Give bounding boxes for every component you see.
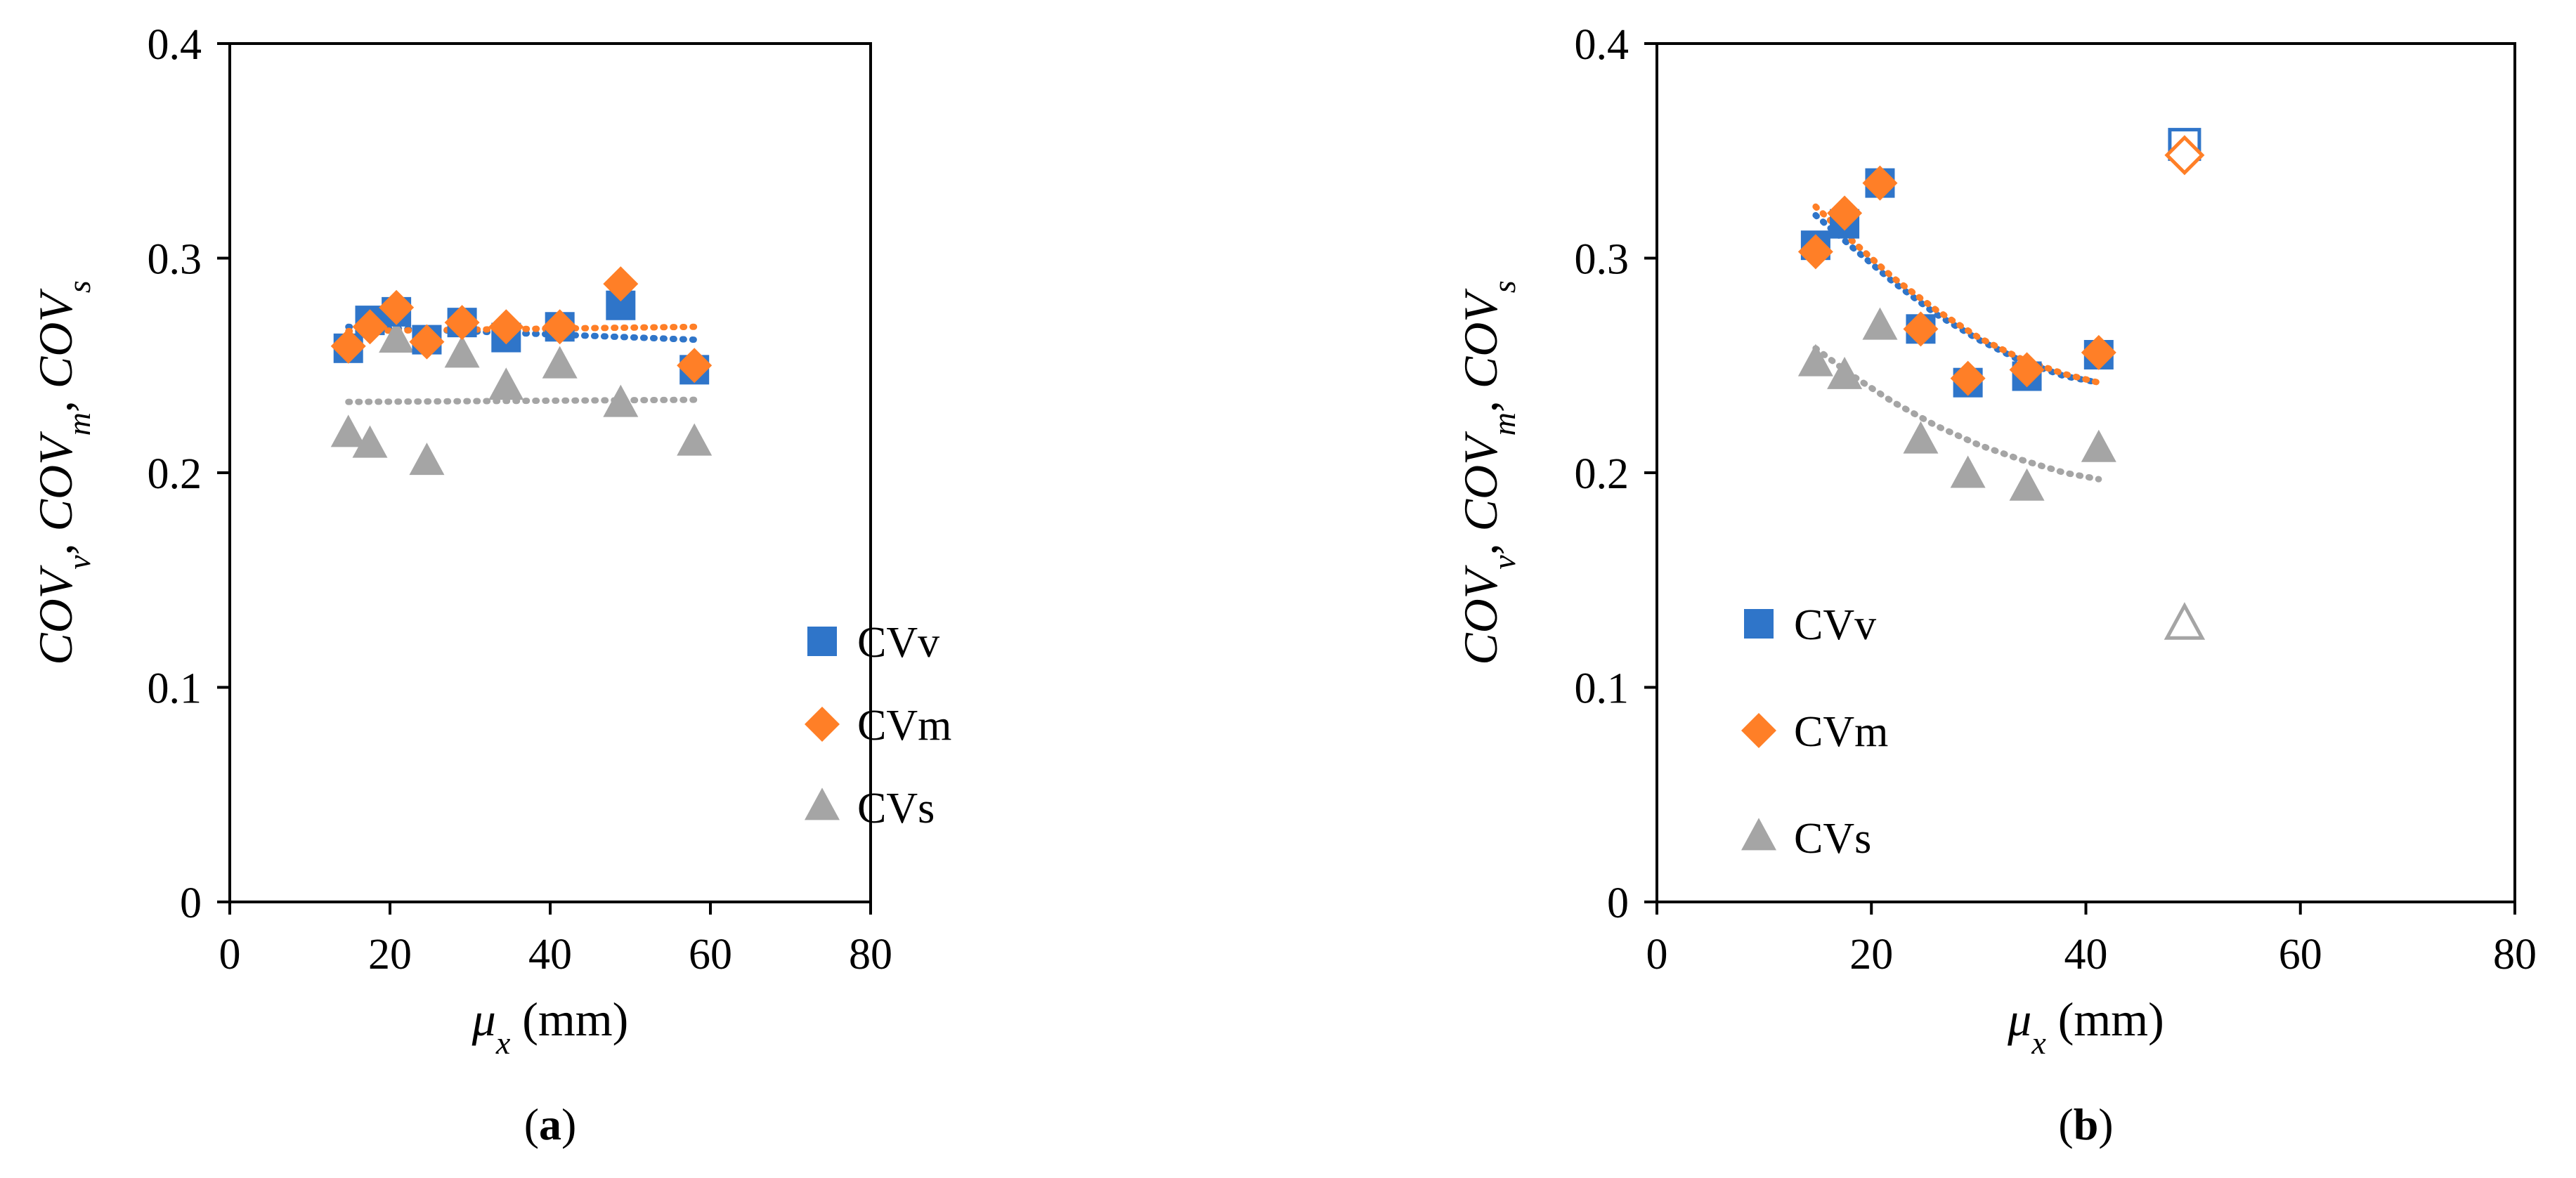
legend-marker-cvv [807,627,837,656]
data-point-cvm [444,305,480,341]
legend-marker-cvs [1741,818,1776,851]
data-point-cvm [542,309,578,345]
y-tick-label: 0.4 [1575,21,1629,69]
legend-label-cvv: CVv [857,619,939,667]
data-point-cvs [2081,429,2116,462]
x-axis-label: μx (mm) [471,993,629,1061]
legend-label-cvv: CVv [1794,601,1876,649]
data-point-cvs [2009,468,2045,501]
data-point-cvm [1827,195,1863,231]
legend-marker-cvm [805,707,840,742]
data-point-cvm [2009,352,2045,388]
panel-b: 0 20 40 60 80 0 0.1 0.2 0.3 0.4 μx (mm) COVv, COVm,… [1454,21,2537,1149]
x-tick-label: 0 [1646,931,1668,979]
data-point-cvs [488,367,524,400]
data-point-cvm [1950,360,1986,396]
legend-marker-cvs [805,787,840,820]
legend-marker-cvm [1741,713,1776,748]
data-point-cvs [330,414,366,447]
y-tick-label: 0.2 [148,450,202,498]
x-tick-label: 60 [689,931,732,979]
y-tick-label: 0 [1607,879,1629,927]
data-point-cvm [379,289,415,325]
data-point-cvs [1903,421,1939,454]
data-point-cvs [409,443,445,476]
y-tick-label: 0.4 [148,21,202,69]
trendline-cvm [345,323,698,334]
x-tick-label: 80 [849,931,892,979]
legend: CVv CVm CVs [805,619,951,832]
data-point-cvs [444,335,480,368]
data-point-cvs [2164,602,2206,640]
legend-label-cvm: CVm [1794,708,1888,756]
y-tick-label: 0.2 [1575,450,1629,498]
legend-label-cvm: CVm [857,702,951,750]
x-tick-label: 80 [2493,931,2537,979]
data-point-cvm [677,348,713,384]
x-tick-label: 0 [219,931,241,979]
data-point-cvs [603,384,639,417]
data-point-cvm [2164,135,2205,176]
panel-a: 0 20 40 60 80 0 0.1 0.2 0.3 0.4 μx (mm) COVv, COVm,… [29,21,951,1149]
data-point-cvs [1950,455,1986,488]
legend-label-cvs: CVs [1794,815,1871,863]
data-point-cvs [1827,356,1863,389]
data-point-cvs [677,423,713,456]
legend-label-cvs: CVs [857,785,935,832]
trendline-cvs [1812,345,2102,483]
y-tick-label: 0 [180,879,202,927]
plot-area-frame [228,42,872,903]
data-point-cvm [1903,311,1939,347]
y-tick-label: 0.3 [1575,236,1629,284]
data-point-cvm [409,324,445,360]
data-point-cvs [542,346,578,379]
x-tick-label: 20 [368,931,412,979]
y-axis-label: COVv, COVm, COVs [29,280,97,665]
data-point-cvm [352,309,388,345]
y-tick-label: 0.1 [1575,665,1629,713]
trendline-cvv [1812,211,2102,386]
panel-label: (a) [524,1099,577,1149]
y-axis-label: COVv, COVm, COVs [1454,280,1522,665]
legend: CVv CVm CVs [1741,601,1888,863]
data-point-cvs [379,320,415,353]
data-point-cvs [352,425,388,458]
data-point-cvs [1797,343,1833,377]
data-point-cvm [603,266,639,302]
trendline-cvs [345,396,698,405]
x-tick-label: 40 [528,931,572,979]
data-point-cvm [488,309,524,345]
x-tick-label: 40 [2064,931,2108,979]
plot-area-frame [1655,42,2516,903]
x-axis-label: μx (mm) [2007,993,2164,1061]
y-tick-label: 0.1 [148,665,202,713]
data-point-cvm [330,328,366,364]
data-point-cvm [1797,234,1833,270]
data-point-cvs [1862,307,1898,340]
y-tick-label: 0.3 [148,236,202,284]
trendline-cvm [1812,203,2102,386]
data-point-cvm [2081,334,2116,370]
panel-label: (b) [2058,1099,2113,1149]
data-point-cvm [1862,165,1898,201]
x-tick-label: 20 [1849,931,1893,979]
legend-marker-cvv [1744,609,1774,639]
x-tick-label: 60 [2279,931,2322,979]
